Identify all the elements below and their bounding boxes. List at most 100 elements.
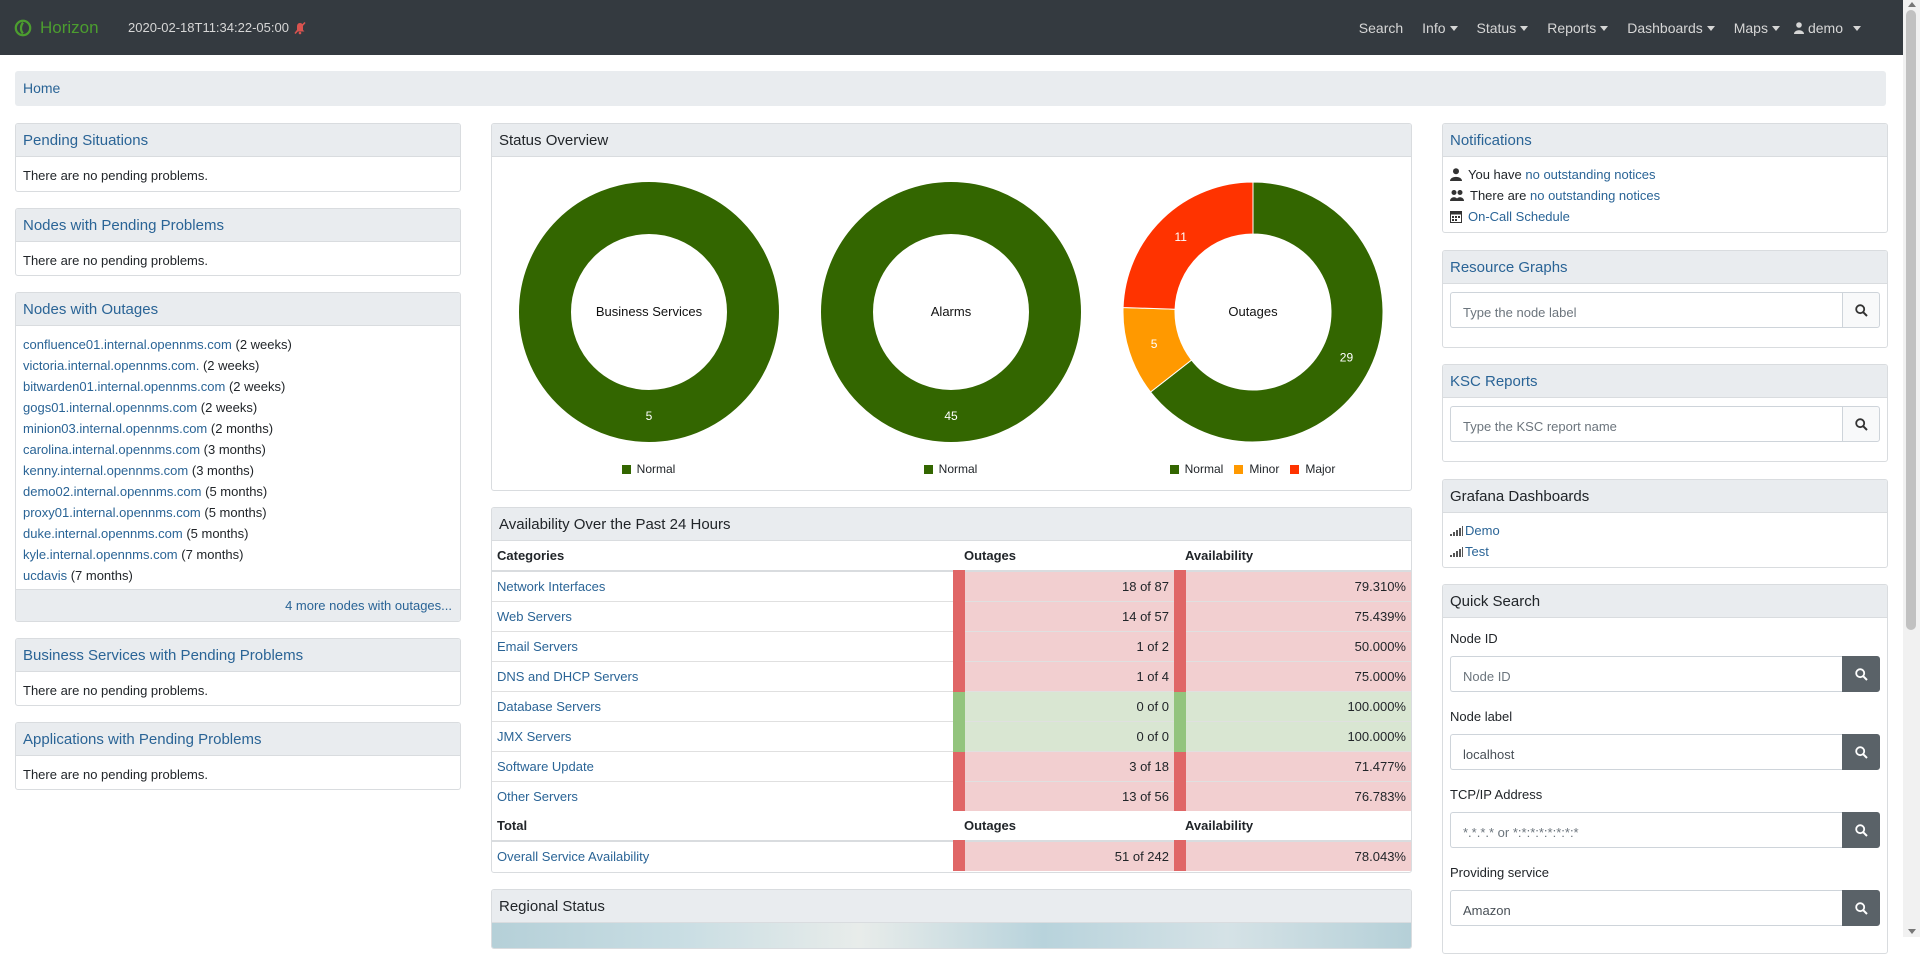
- table-row-total: Overall Service Availability 51 of 242 7…: [492, 840, 1411, 871]
- donut-slice-normal[interactable]: [821, 182, 1081, 442]
- node-id-input[interactable]: Node ID: [1450, 656, 1842, 692]
- nav-reports[interactable]: Reports: [1547, 20, 1609, 36]
- nav-maps-label: Maps: [1733, 20, 1768, 36]
- category-link[interactable]: Database Servers: [497, 698, 602, 714]
- brand[interactable]: Horizon: [14, 16, 99, 40]
- ksc-input[interactable]: Type the KSC report name: [1450, 406, 1842, 442]
- list-item: Test: [1450, 541, 1880, 562]
- outage-duration: (5 months): [186, 526, 249, 541]
- ksc-search-button[interactable]: [1842, 406, 1880, 442]
- service-label: Providing service: [1450, 865, 1549, 880]
- breadcrumb-home[interactable]: Home: [23, 80, 61, 96]
- grafana-demo-link[interactable]: Demo: [1465, 523, 1500, 538]
- outage-node-link[interactable]: bitwarden01.internal.opennms.com: [23, 379, 226, 394]
- list-item: demo02.internal.opennms.com (5 months): [23, 481, 453, 502]
- card-title[interactable]: Pending Situations: [16, 124, 460, 157]
- category-link[interactable]: Email Servers: [497, 638, 578, 654]
- category-link[interactable]: Web Servers: [497, 608, 572, 624]
- nav-dashboards-label: Dashboards: [1627, 20, 1703, 36]
- resource-graph-input[interactable]: Type the node label: [1450, 292, 1842, 328]
- card-title[interactable]: Business Services with Pending Problems: [16, 639, 460, 672]
- nav-search[interactable]: Search: [1359, 20, 1403, 36]
- outage-node-link[interactable]: kenny.internal.opennms.com: [23, 463, 189, 478]
- grafana-test-link[interactable]: Test: [1465, 544, 1489, 559]
- service-search: Amazon: [1450, 890, 1880, 926]
- legend-entry[interactable]: Normal: [923, 462, 977, 476]
- service-select[interactable]: Amazon: [1450, 890, 1842, 926]
- card-title[interactable]: Resource Graphs: [1443, 251, 1887, 284]
- outage-node-link[interactable]: minion03.internal.opennms.com: [23, 421, 208, 436]
- outage-node-link[interactable]: proxy01.internal.opennms.com: [23, 505, 201, 520]
- team-notices-prefix: There are: [1470, 188, 1527, 203]
- outage-node-link[interactable]: victoria.internal.opennms.com.: [23, 358, 200, 373]
- nav-status[interactable]: Status: [1477, 20, 1529, 36]
- more-outages-link[interactable]: 4 more nodes with outages...: [285, 598, 452, 613]
- outage-node-link[interactable]: ucdavis: [23, 568, 68, 583]
- card-title[interactable]: Applications with Pending Problems: [16, 723, 460, 756]
- oncall-schedule-link[interactable]: On-Call Schedule: [1468, 209, 1570, 224]
- outage-node-link[interactable]: demo02.internal.opennms.com: [23, 484, 202, 499]
- outage-duration: (5 months): [204, 505, 267, 520]
- outage-node-link[interactable]: carolina.internal.opennms.com: [23, 442, 201, 457]
- scroll-up-icon[interactable]: [1908, 2, 1916, 7]
- outage-node-link[interactable]: gogs01.internal.opennms.com: [23, 400, 198, 415]
- card-title[interactable]: KSC Reports: [1443, 365, 1887, 398]
- card-title[interactable]: Nodes with Pending Problems: [16, 209, 460, 242]
- list-item: carolina.internal.opennms.com (3 months): [23, 439, 453, 460]
- node-label-search-button[interactable]: [1842, 734, 1880, 770]
- legend-label: Normal: [1184, 462, 1224, 476]
- list-item: proxy01.internal.opennms.com (5 months): [23, 502, 453, 523]
- outage-node-link[interactable]: confluence01.internal.opennms.com: [23, 337, 232, 352]
- outage-node-link[interactable]: duke.internal.opennms.com: [23, 526, 183, 541]
- nav-info[interactable]: Info: [1422, 20, 1458, 36]
- notifications-card: Notifications You have no outstanding no…: [1442, 123, 1888, 233]
- overall-availability-link[interactable]: Overall Service Availability: [497, 849, 650, 864]
- scroll-thumb[interactable]: [1906, 10, 1916, 630]
- user-notices-link[interactable]: no outstanding notices: [1525, 167, 1656, 182]
- availability-value: 75.439%: [1174, 600, 1411, 631]
- outages-value: 18 of 87: [953, 570, 1180, 601]
- regional-map[interactable]: [492, 923, 1411, 948]
- donut-slice-normal[interactable]: [1149, 181, 1384, 443]
- legend-entry[interactable]: Normal: [621, 462, 675, 476]
- donut-slice-major[interactable]: [1122, 181, 1254, 310]
- card-title[interactable]: Nodes with Outages: [16, 293, 460, 326]
- nav-maps[interactable]: Maps: [1734, 20, 1780, 36]
- category-link[interactable]: DNS and DHCP Servers: [497, 668, 639, 684]
- status-overview-card: Status Overview 5 Business Services Normal…: [491, 123, 1412, 491]
- legend-entry[interactable]: Normal: [1169, 462, 1224, 476]
- list-item: victoria.internal.opennms.com. (2 weeks): [23, 355, 453, 376]
- service-search-button[interactable]: [1842, 890, 1880, 926]
- legend-swatch: [923, 464, 933, 474]
- category-link[interactable]: Network Interfaces: [497, 578, 606, 594]
- node-id-search-button[interactable]: [1842, 656, 1880, 692]
- outage-node-link[interactable]: kyle.internal.opennms.com: [23, 547, 178, 562]
- node-label-input[interactable]: localhost: [1450, 734, 1842, 770]
- category-link[interactable]: Software Update: [497, 758, 594, 774]
- legend-entry[interactable]: Major: [1290, 462, 1335, 476]
- donut-slice-normal[interactable]: [519, 182, 779, 442]
- list-item: confluence01.internal.opennms.com (2 wee…: [23, 334, 453, 355]
- breadcrumb: Home: [15, 71, 1886, 106]
- brand-name: Horizon: [40, 18, 99, 37]
- notifications-off-icon[interactable]: [293, 21, 307, 35]
- team-notices-link[interactable]: no outstanding notices: [1530, 188, 1661, 203]
- nav-dashboards[interactable]: Dashboards: [1627, 20, 1715, 36]
- ip-address-input[interactable]: *.*.*.* or *:*:*:*:*:*:*:*: [1450, 812, 1842, 848]
- availability-value: 100.000%: [1174, 720, 1411, 751]
- page-scrollbar[interactable]: [1903, 0, 1920, 937]
- total-availability-header: Availability: [1180, 811, 1411, 842]
- legend-entry[interactable]: Minor: [1234, 462, 1279, 476]
- nav-user[interactable]: demo: [1793, 20, 1861, 36]
- resource-graph-search-button[interactable]: [1842, 292, 1880, 328]
- top-navbar: Horizon 2020-02-18T11:34:22-05:00 Search…: [0, 0, 1903, 55]
- user-notices: You have no outstanding notices: [1450, 164, 1880, 185]
- oncall-schedule: On-Call Schedule: [1450, 206, 1880, 227]
- card-title[interactable]: Notifications: [1443, 124, 1887, 157]
- category-link[interactable]: JMX Servers: [497, 728, 572, 744]
- category-link[interactable]: Other Servers: [497, 788, 578, 804]
- ip-address-search-button[interactable]: [1842, 812, 1880, 848]
- node-id-label: Node ID: [1450, 631, 1498, 646]
- scroll-down-icon[interactable]: [1908, 929, 1916, 934]
- calendar-icon: [1450, 211, 1462, 223]
